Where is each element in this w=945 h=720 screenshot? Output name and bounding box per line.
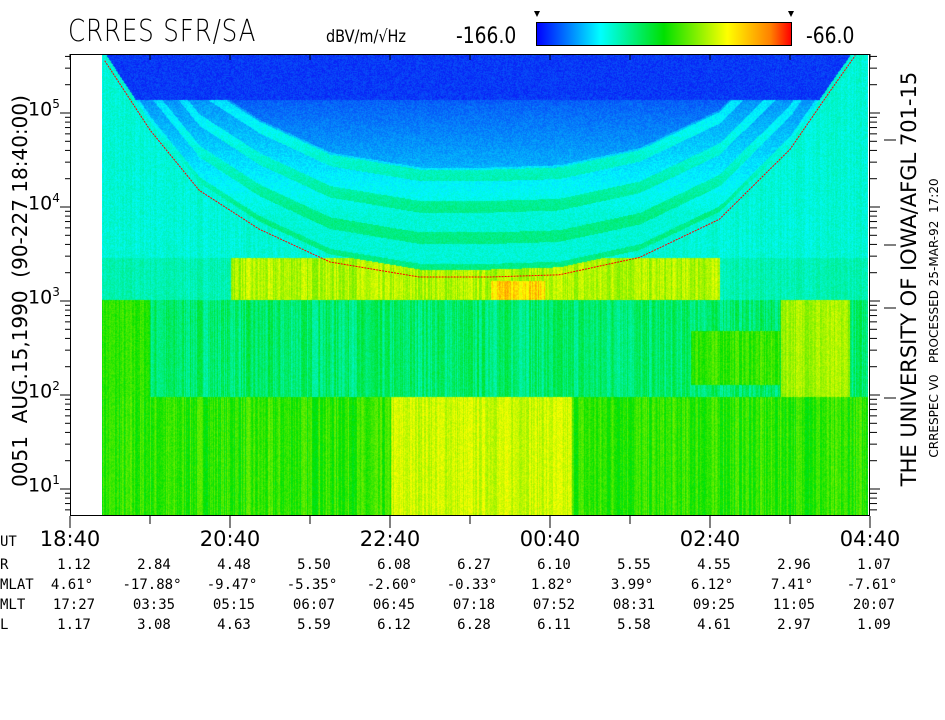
table-cell: 6.28 [457,617,491,633]
y-tick-label: 102 [28,379,60,402]
y-tick-exponent: 1 [52,473,60,487]
colorbar [536,22,792,46]
processing-label: CRRESPEC V0 PROCESSED 25-MAR-92 17:20 [927,178,941,458]
y-tick-label: 104 [28,191,60,214]
x-tick-label: 18:40 [39,527,101,551]
y-tick-base: 10 [28,380,53,403]
table-cell: 07:52 [532,597,576,613]
spectrogram [102,55,868,516]
table-cell: 1.82° [530,577,574,593]
table-cell: 11:05 [772,597,816,613]
y-tick-base: 10 [28,474,53,497]
table-cell: 3.08 [137,617,171,633]
gyrofrequency-curve [104,55,856,278]
table-cell: -5.35° [286,577,338,593]
table-cell: 5.55 [617,557,651,573]
colorbar-units: dBV/m/√Hz [326,27,407,47]
table-cell: 5.58 [617,617,651,633]
row-label-ut: UT [0,534,17,550]
colorbar-min-marker-icon [534,11,540,17]
row-label: MLT [0,597,26,613]
table-cell: 5.59 [297,617,331,633]
table-cell: 09:25 [692,597,736,613]
table-cell: -0.33° [446,577,498,593]
table-cell: 4.55 [697,557,731,573]
table-cell: 1.12 [57,557,91,573]
y-tick-exponent: 4 [52,191,60,205]
table-cell: 7.41° [770,577,814,593]
table-cell: 6.27 [457,557,491,573]
table-cell: 1.09 [857,617,891,633]
x-tick-label: 04:40 [839,527,901,551]
y-tick-label: 103 [28,285,60,308]
x-tick-label: 02:40 [679,527,741,551]
table-cell: 20:07 [852,597,896,613]
y-tick-base: 10 [28,192,53,215]
colorbar-max-label: -66.0 [806,24,855,49]
y-tick-label: 105 [28,97,60,120]
y-tick-label: 101 [28,473,60,496]
table-cell: -7.61° [846,577,898,593]
table-cell: 1.17 [57,617,91,633]
x-tick-label: 22:40 [359,527,421,551]
table-cell: 2.84 [137,557,171,573]
table-cell: 6.10 [537,557,571,573]
table-cell: 2.97 [777,617,811,633]
x-tick-label: 00:40 [519,527,581,551]
table-cell: 4.61 [697,617,731,633]
table-cell: 06:45 [372,597,416,613]
table-cell: 1.07 [857,557,891,573]
table-cell: 6.11 [537,617,571,633]
table-cell: 08:31 [612,597,656,613]
colorbar-max-marker-icon [788,11,794,17]
table-cell: -2.60° [366,577,418,593]
table-cell: 4.63 [217,617,251,633]
y-tick-exponent: 2 [52,379,60,393]
table-cell: 03:35 [132,597,176,613]
table-cell: 6.08 [377,557,411,573]
y-tick-base: 10 [28,98,53,121]
table-cell: 05:15 [212,597,256,613]
table-cell: 06:07 [292,597,336,613]
table-cell: 6.12° [690,577,734,593]
table-cell: 6.12 [377,617,411,633]
institution-label: THE UNIVERSITY OF IOWA/AFGL 701-15 [897,71,921,487]
table-cell: 3.99° [610,577,654,593]
row-label: R [0,557,9,573]
table-cell: 4.48 [217,557,251,573]
x-tick-label: 20:40 [199,527,261,551]
table-cell: -9.47° [206,577,258,593]
table-cell: 07:18 [452,597,496,613]
chart-title: CRRES SFR/SA [68,14,257,49]
row-label: L [0,617,9,633]
colorbar-min-label: -166.0 [456,24,517,49]
y-tick-base: 10 [28,286,53,309]
y-tick-exponent: 5 [52,97,60,111]
table-cell: 2.96 [777,557,811,573]
table-cell: 4.61° [50,577,94,593]
row-label: MLAT [0,577,34,593]
y-tick-exponent: 3 [52,285,60,299]
table-cell: 5.50 [297,557,331,573]
table-cell: 17:27 [52,597,96,613]
table-cell: -17.88° [122,577,182,593]
